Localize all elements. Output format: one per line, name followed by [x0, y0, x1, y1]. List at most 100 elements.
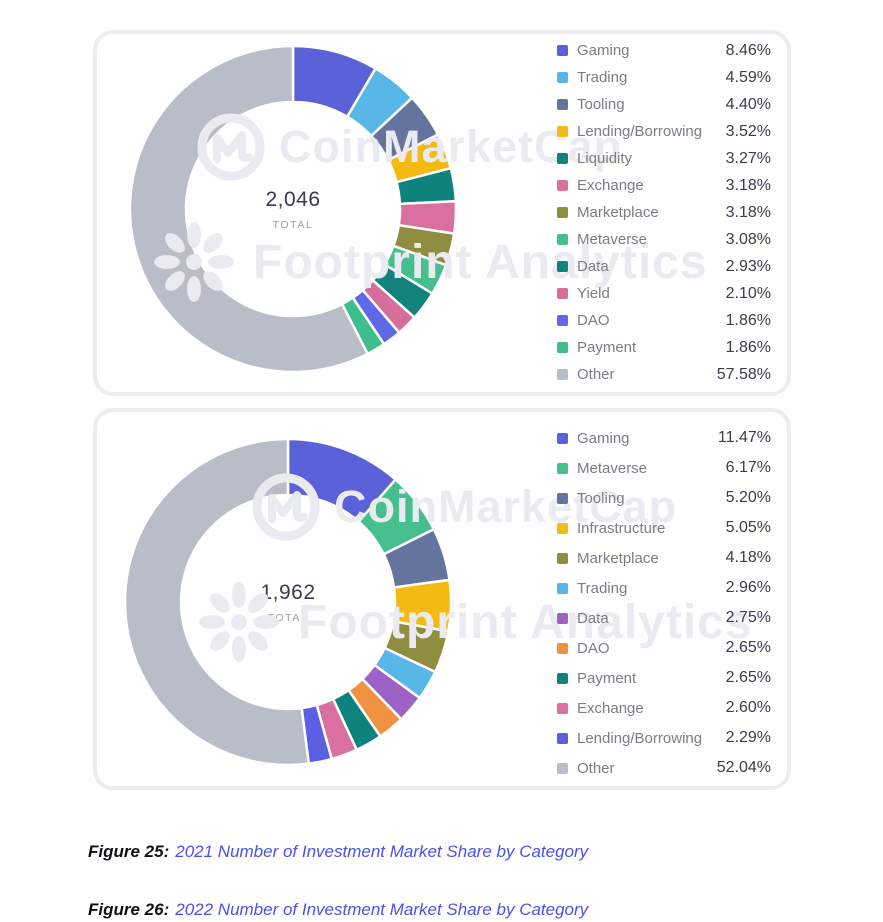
figure-26-link[interactable]: 2022 Number of Investment Market Share b… [175, 900, 589, 919]
legend-swatch-trading [557, 582, 568, 594]
legend-label: Gaming [577, 429, 630, 447]
figure-25-label: Figure 25: [88, 842, 170, 861]
legend-2021: Gaming 8.46% Trading 4.59% Tooling 4.40% Lendi… [557, 37, 771, 388]
legend-swatch-payment [557, 342, 568, 353]
legend-swatch-tooling [557, 99, 568, 110]
legend-swatch-exchange [557, 702, 568, 714]
legend-percent: 4.59% [725, 68, 771, 86]
chart-card-2022: CoinMarketCap Footprint Analytics 1 [93, 408, 791, 790]
legend-percent: 52.04% [716, 759, 771, 776]
legend-item-dao: DAO 1.86% [557, 307, 771, 334]
legend-item-other: Other 52.04% [557, 753, 771, 783]
figure-caption-25: Figure 25: 2021 Number of Investment Mark… [88, 842, 588, 862]
legend-label: Other [577, 759, 615, 777]
legend-percent: 11.47% [717, 429, 771, 446]
legend-swatch-liquidity [557, 153, 568, 164]
legend-percent: 3.18% [725, 203, 771, 221]
legend-swatch-metaverse [557, 462, 568, 474]
figure-25-link[interactable]: 2021 Number of Investment Market Share b… [175, 842, 589, 861]
legend-item-exchange: Exchange 2.60% [557, 693, 771, 723]
legend-swatch-metaverse [557, 234, 568, 245]
legend-2022: Gaming 11.47% Metaverse 6.17% Tooling 5.20% In… [557, 423, 771, 783]
legend-label: Other [577, 366, 615, 383]
legend-percent: 2.65% [725, 639, 771, 656]
legend-percent: 8.46% [725, 41, 771, 59]
legend-item-infrastructure: Infrastructure 5.05% [557, 513, 771, 543]
legend-label: Tooling [577, 96, 625, 113]
legend-percent: 1.86% [725, 311, 771, 329]
legend-label: Tooling [577, 489, 625, 507]
legend-item-gaming: Gaming 8.46% [557, 37, 771, 64]
legend-percent: 3.08% [725, 230, 771, 248]
legend-label: Trading [577, 69, 628, 86]
legend-item-liquidity: Liquidity 3.27% [557, 145, 771, 172]
legend-item-dao: DAO 2.65% [557, 633, 771, 663]
legend-label: Lending/Borrowing [577, 729, 703, 747]
legend-percent: 2.10% [725, 284, 771, 302]
legend-item-payment: Payment 2.65% [557, 663, 771, 693]
legend-swatch-data [557, 261, 568, 272]
legend-item-metaverse: Metaverse 6.17% [557, 453, 771, 483]
legend-percent: 2.60% [725, 699, 771, 716]
legend-label: Payment [577, 339, 637, 356]
legend-swatch-marketplace [557, 552, 568, 564]
legend-item-yield: Yield 2.10% [557, 280, 771, 307]
legend-label: Gaming [577, 42, 630, 59]
legend-label: Payment [577, 669, 637, 687]
legend-swatch-dao [557, 315, 568, 326]
figure-caption-26: Figure 26: 2022 Number of Investment Mark… [88, 900, 588, 920]
legend-label: Metaverse [577, 459, 648, 477]
legend-item-payment: Payment 1.86% [557, 334, 771, 361]
legend-swatch-lending-borrowing [557, 732, 568, 744]
legend-label: Yield [577, 285, 610, 302]
legend-percent: 2.29% [725, 729, 771, 746]
legend-percent: 3.52% [725, 122, 771, 140]
legend-item-lending-borrowing: Lending/Borrowing 2.29% [557, 723, 771, 753]
legend-percent: 1.86% [725, 338, 771, 356]
legend-label: Lending/Borrowing [577, 123, 703, 140]
legend-percent: 3.18% [725, 176, 771, 194]
legend-item-marketplace: Marketplace 3.18% [557, 199, 771, 226]
legend-swatch-trading [557, 72, 568, 83]
legend-percent: 57.58% [716, 365, 771, 383]
legend-label: Metaverse [577, 231, 648, 248]
legend-percent: 2.93% [725, 257, 771, 275]
legend-item-trading: Trading 4.59% [557, 64, 771, 91]
donut-slice-other [123, 437, 311, 767]
legend-swatch-dao [557, 642, 568, 654]
donut-chart-2021 [128, 44, 458, 374]
legend-label: Marketplace [577, 204, 659, 221]
legend-percent: 2.96% [725, 579, 771, 596]
legend-percent: 5.20% [725, 489, 771, 506]
legend-label: Trading [577, 579, 628, 597]
figure-26-label: Figure 26: [88, 900, 170, 919]
legend-swatch-lending-borrowing [557, 126, 568, 137]
legend-swatch-marketplace [557, 207, 568, 218]
legend-swatch-gaming [557, 45, 568, 56]
legend-swatch-other [557, 762, 568, 774]
legend-swatch-data [557, 612, 568, 624]
legend-item-tooling: Tooling 4.40% [557, 91, 771, 118]
legend-swatch-other [557, 369, 568, 380]
legend-item-data: Data 2.75% [557, 603, 771, 633]
legend-swatch-payment [557, 672, 568, 684]
legend-item-trading: Trading 2.96% [557, 573, 771, 603]
legend-item-gaming: Gaming 11.47% [557, 423, 771, 453]
legend-item-lending-borrowing: Lending/Borrowing 3.52% [557, 118, 771, 145]
legend-swatch-tooling [557, 492, 568, 504]
legend-item-marketplace: Marketplace 4.18% [557, 543, 771, 573]
legend-swatch-exchange [557, 180, 568, 191]
legend-label: Data [577, 609, 609, 627]
legend-percent: 6.17% [725, 459, 771, 476]
legend-label: Exchange [577, 699, 644, 717]
legend-swatch-gaming [557, 432, 568, 444]
legend-label: Liquidity [577, 150, 633, 167]
legend-item-other: Other 57.58% [557, 361, 771, 388]
legend-percent: 3.27% [725, 149, 771, 167]
legend-percent: 5.05% [725, 519, 771, 536]
legend-swatch-yield [557, 288, 568, 299]
legend-percent: 2.65% [725, 669, 771, 686]
legend-label: Infrastructure [577, 519, 666, 537]
legend-percent: 4.40% [725, 95, 771, 113]
